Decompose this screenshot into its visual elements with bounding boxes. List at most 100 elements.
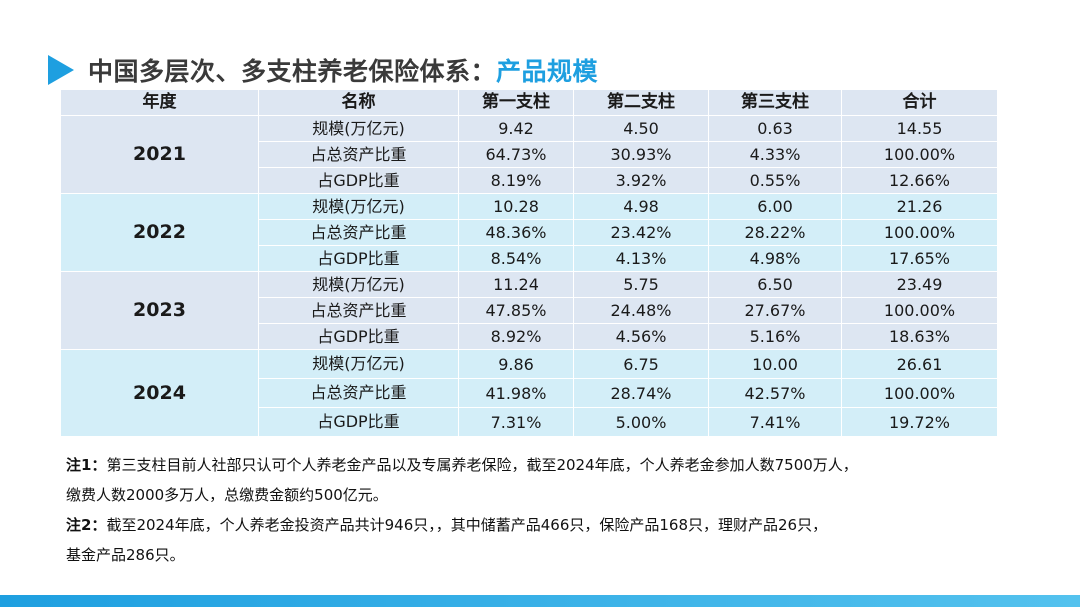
page-title: 中国多层次、多支柱养老保险体系： (88, 57, 497, 86)
pillar-3-cell: 4.33% (708, 141, 842, 168)
pillar-2-cell: 24.48% (573, 297, 709, 324)
header-pillar-3: 第三支柱 (708, 89, 842, 116)
metric-name-cell: 占GDP比重 (258, 323, 459, 350)
pillar-2-cell: 30.93% (573, 141, 709, 168)
pillar-3-cell: 5.16% (708, 323, 842, 350)
total-cell: 17.65% (841, 245, 998, 272)
pillar-1-cell: 8.54% (458, 245, 574, 272)
pillar-3-cell: 7.41% (708, 407, 842, 437)
note-2-tag: 注2： (66, 516, 107, 534)
metric-name-cell: 规模(万亿元) (258, 349, 459, 379)
table-row: 占GDP比重 8.19% 3.92% 0.55% 12.66% (61, 167, 998, 194)
metric-name-cell: 规模(万亿元) (258, 271, 459, 298)
table-row: 2023 规模(万亿元) 11.24 5.75 6.50 23.49 (60, 271, 998, 350)
total-cell: 100.00% (841, 141, 998, 168)
header-name: 名称 (258, 89, 459, 116)
pillar-2-cell: 4.56% (573, 323, 709, 350)
header-total: 合计 (841, 89, 998, 116)
total-cell: 100.00% (841, 219, 998, 246)
pillar-2-cell: 6.75 (573, 349, 709, 379)
metric-name-cell: 规模(万亿元) (258, 115, 459, 142)
total-cell: 100.00% (841, 378, 998, 408)
note-2-line-1: 截至2024年底，个人养老金投资产品共计946只，，其中储蓄产品466只，保险产… (106, 516, 828, 534)
table-row: 占GDP比重 7.31% 5.00% 7.41% 19.72% (61, 407, 998, 437)
pillar-3-cell: 6.50 (708, 271, 842, 298)
note-1: 注1：第三支柱目前人社部只认可个人养老金产品以及专属养老保险，截至2024年底，… (66, 450, 1026, 480)
play-arrow-icon (48, 55, 74, 85)
pillar-1-cell: 10.28 (458, 193, 574, 220)
pillar-3-cell: 0.63 (708, 115, 842, 142)
note-1-tag: 注1： (66, 456, 107, 474)
total-cell: 12.66% (841, 167, 998, 194)
pillar-3-cell: 4.98% (708, 245, 842, 272)
table-row: 占总资产比重 64.73% 30.93% 4.33% 100.00% (61, 141, 998, 168)
table-row: 2022 规模(万亿元) 10.28 4.98 6.00 21.26 (60, 193, 998, 272)
metric-name-cell: 占总资产比重 (258, 219, 459, 246)
pillar-2-cell: 4.13% (573, 245, 709, 272)
total-cell: 100.00% (841, 297, 998, 324)
pillar-3-cell: 28.22% (708, 219, 842, 246)
pillar-1-cell: 8.19% (458, 167, 574, 194)
table-row: 占总资产比重 41.98% 28.74% 42.57% 100.00% (61, 378, 998, 408)
table-row: 占GDP比重 8.54% 4.13% 4.98% 17.65% (61, 245, 998, 272)
year-cell: 2023 (60, 271, 259, 350)
year-cell: 2022 (60, 193, 259, 272)
metric-name-cell: 占GDP比重 (258, 167, 459, 194)
total-cell: 19.72% (841, 407, 998, 437)
note-2-line-2: 基金产品286只。 (66, 546, 185, 564)
pillar-1-cell: 9.42 (458, 115, 574, 142)
pillar-1-cell: 64.73% (458, 141, 574, 168)
table-row: 占总资产比重 48.36% 23.42% 28.22% 100.00% (61, 219, 998, 246)
note-2-continued: 基金产品286只。 (66, 540, 1026, 570)
note-1-line-1: 第三支柱目前人社部只认可个人养老金产品以及专属养老保险，截至2024年底，个人养… (106, 456, 858, 474)
note-1-continued: 缴费人数2000多万人，总缴费金额约500亿元。 (66, 480, 1026, 510)
pillar-2-cell: 5.00% (573, 407, 709, 437)
pillar-1-cell: 7.31% (458, 407, 574, 437)
pension-scale-table: 年度 名称 第一支柱 第二支柱 第三支柱 合计 2021 规模(万亿元) 9.4… (60, 89, 998, 437)
metric-name-cell: 占GDP比重 (258, 407, 459, 437)
note-2: 注2：截至2024年底，个人养老金投资产品共计946只，，其中储蓄产品466只，… (66, 510, 1026, 540)
metric-name-cell: 占总资产比重 (258, 297, 459, 324)
pillar-1-cell: 41.98% (458, 378, 574, 408)
table-row: 占总资产比重 47.85% 24.48% 27.67% 100.00% (61, 297, 998, 324)
total-cell: 23.49 (841, 271, 998, 298)
pillar-3-cell: 42.57% (708, 378, 842, 408)
page-title-accent: 产品规模 (496, 57, 599, 86)
year-cell: 2024 (60, 349, 259, 437)
year-cell: 2021 (60, 115, 259, 194)
pillar-3-cell: 10.00 (708, 349, 842, 379)
total-cell: 18.63% (841, 323, 998, 350)
total-cell: 14.55 (841, 115, 998, 142)
footnotes: 注1：第三支柱目前人社部只认可个人养老金产品以及专属养老保险，截至2024年底，… (66, 450, 1026, 570)
total-cell: 21.26 (841, 193, 998, 220)
pillar-2-cell: 4.50 (573, 115, 709, 142)
table-header-row: 年度 名称 第一支柱 第二支柱 第三支柱 合计 (60, 89, 998, 116)
footer-accent-bar (0, 595, 1080, 607)
pillar-1-cell: 9.86 (458, 349, 574, 379)
pillar-1-cell: 11.24 (458, 271, 574, 298)
header-pillar-2: 第二支柱 (573, 89, 709, 116)
pillar-1-cell: 48.36% (458, 219, 574, 246)
pillar-1-cell: 47.85% (458, 297, 574, 324)
pillar-2-cell: 5.75 (573, 271, 709, 298)
pillar-2-cell: 28.74% (573, 378, 709, 408)
pillar-3-cell: 27.67% (708, 297, 842, 324)
pillar-2-cell: 3.92% (573, 167, 709, 194)
table-row: 占GDP比重 8.92% 4.56% 5.16% 18.63% (61, 323, 998, 350)
metric-name-cell: 占总资产比重 (258, 378, 459, 408)
pillar-2-cell: 4.98 (573, 193, 709, 220)
pillar-3-cell: 0.55% (708, 167, 842, 194)
metric-name-cell: 占GDP比重 (258, 245, 459, 272)
page-title-row: 中国多层次、多支柱养老保险体系： 产品规模 (48, 50, 598, 90)
note-1-line-2: 缴费人数2000多万人，总缴费金额约500亿元。 (66, 486, 388, 504)
header-year: 年度 (60, 89, 259, 116)
total-cell: 26.61 (841, 349, 998, 379)
metric-name-cell: 规模(万亿元) (258, 193, 459, 220)
pillar-3-cell: 6.00 (708, 193, 842, 220)
table-row: 2021 规模(万亿元) 9.42 4.50 0.63 14.55 (60, 115, 998, 194)
metric-name-cell: 占总资产比重 (258, 141, 459, 168)
pillar-1-cell: 8.92% (458, 323, 574, 350)
table-row: 2024 规模(万亿元) 9.86 6.75 10.00 26.61 (60, 349, 998, 437)
pillar-2-cell: 23.42% (573, 219, 709, 246)
header-pillar-1: 第一支柱 (458, 89, 574, 116)
